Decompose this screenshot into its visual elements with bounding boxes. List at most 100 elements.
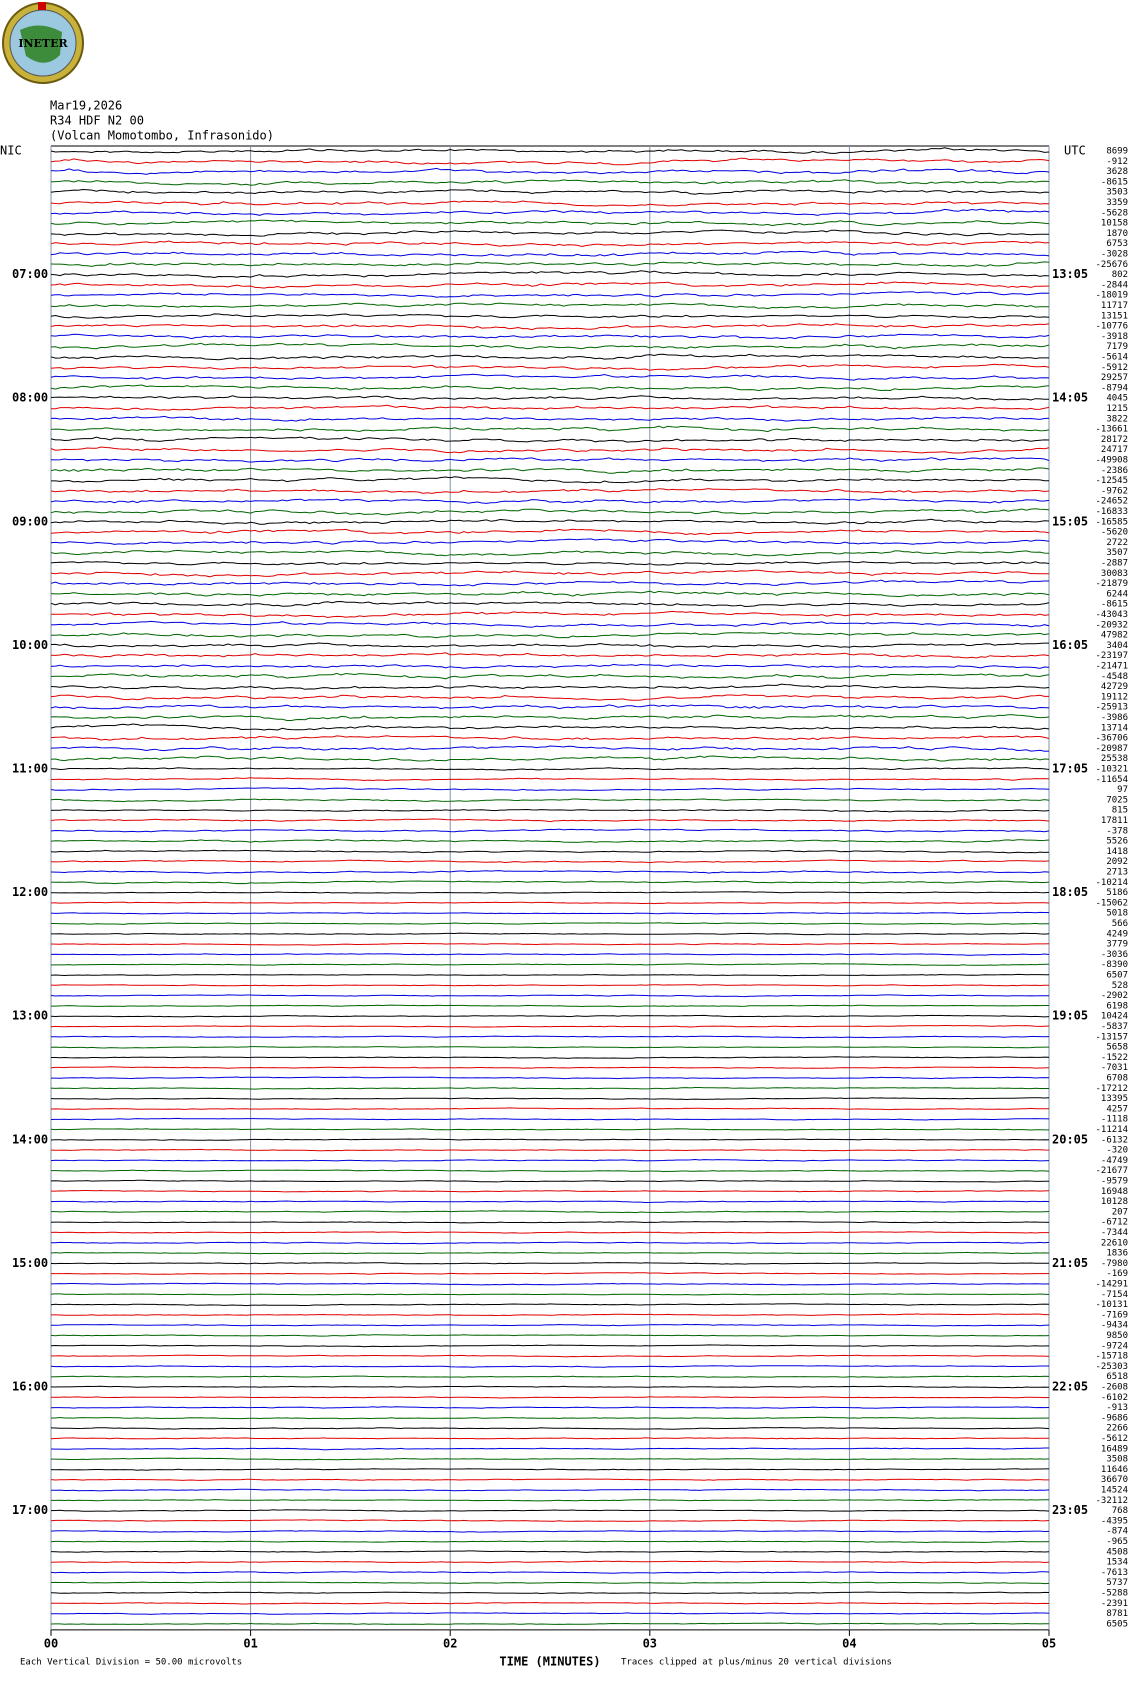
trace xyxy=(50,1282,1050,1286)
trace xyxy=(50,755,1050,762)
trace xyxy=(50,777,1050,782)
left-hour-label: 09:00 xyxy=(12,514,48,528)
offset-label: 802 xyxy=(1112,270,1128,280)
offset-label: -912 xyxy=(1106,157,1128,167)
offset-label: -15718 xyxy=(1095,1352,1128,1362)
right-hour-label: 13:05 xyxy=(1052,267,1088,281)
trace xyxy=(50,1406,1050,1409)
trace xyxy=(50,1158,1050,1162)
trace xyxy=(50,620,1050,628)
trace xyxy=(50,694,1049,701)
trace xyxy=(50,270,1050,279)
trace xyxy=(50,1334,1050,1337)
offset-label: -10776 xyxy=(1095,322,1128,332)
offset-label: 13151 xyxy=(1101,311,1128,321)
trace xyxy=(50,1550,1050,1553)
trace xyxy=(50,839,1050,843)
trace xyxy=(50,1107,1049,1111)
trace xyxy=(50,291,1050,298)
trace xyxy=(50,723,1050,731)
offset-label: 2713 xyxy=(1106,868,1128,878)
trace xyxy=(50,1138,1050,1141)
offset-label: 28172 xyxy=(1101,435,1128,445)
trace xyxy=(50,579,1049,587)
offset-label: 19112 xyxy=(1101,692,1128,702)
offset-label: 3404 xyxy=(1106,641,1128,651)
offset-label: 14524 xyxy=(1101,1486,1128,1496)
trace xyxy=(50,984,1050,987)
x-tick-label: 02 xyxy=(443,1636,457,1650)
offset-label: 97 xyxy=(1117,785,1128,795)
trace xyxy=(50,561,1050,566)
offset-label: 815 xyxy=(1112,806,1128,816)
offset-label: -3028 xyxy=(1101,250,1128,260)
right-hour-label: 18:05 xyxy=(1052,885,1088,899)
trace xyxy=(50,1179,1049,1183)
trace xyxy=(50,798,1050,803)
offset-label: 11646 xyxy=(1101,1465,1128,1475)
trace xyxy=(50,1468,1049,1471)
trace xyxy=(51,901,1050,905)
offset-label: 25538 xyxy=(1101,754,1128,764)
offset-label: 6244 xyxy=(1106,589,1128,599)
offset-label: -18019 xyxy=(1095,291,1128,301)
offset-label: -20987 xyxy=(1095,744,1128,754)
trace xyxy=(50,1128,1049,1131)
offset-label: -15062 xyxy=(1095,898,1128,908)
offset-label: -5837 xyxy=(1101,1022,1128,1032)
left-hour-label: 10:00 xyxy=(12,638,48,652)
offset-label: -9434 xyxy=(1101,1321,1128,1331)
offset-label: 6198 xyxy=(1106,1001,1128,1011)
offset-label: -21471 xyxy=(1095,662,1128,672)
offset-label: -24652 xyxy=(1095,497,1128,507)
trace xyxy=(50,250,1050,257)
offset-label: -3036 xyxy=(1101,950,1128,960)
location: (Volcan Momotombo, Infrasonido) xyxy=(50,129,274,143)
trace xyxy=(50,1014,1050,1018)
trace xyxy=(50,714,1050,721)
right-hour-label: 22:05 xyxy=(1052,1380,1088,1394)
left-hour-label: 08:00 xyxy=(12,391,48,405)
trace xyxy=(50,333,1050,340)
offset-label: 1418 xyxy=(1106,847,1128,857)
trace xyxy=(51,1210,1050,1214)
offset-label: 10158 xyxy=(1101,219,1128,229)
right-hour-label: 23:05 xyxy=(1052,1503,1088,1517)
offset-label: 8781 xyxy=(1106,1609,1128,1619)
offset-label: -3986 xyxy=(1101,713,1128,723)
offset-label: -23197 xyxy=(1095,651,1128,661)
left-hour-label: 07:00 xyxy=(12,267,48,281)
offset-label: -5628 xyxy=(1101,208,1128,218)
offset-label: 566 xyxy=(1112,919,1128,929)
left-hour-label: 11:00 xyxy=(12,762,48,776)
offset-label: -8615 xyxy=(1101,177,1128,187)
offset-label: -3918 xyxy=(1101,332,1128,342)
offset-label: -8390 xyxy=(1101,960,1128,970)
trace xyxy=(51,1189,1050,1193)
offset-label: 5658 xyxy=(1106,1043,1128,1053)
offset-label: 3508 xyxy=(1106,1455,1128,1465)
offset-label: 24717 xyxy=(1101,445,1128,455)
offset-label: -2887 xyxy=(1101,559,1128,569)
trace xyxy=(50,1303,1050,1307)
offset-label: 2722 xyxy=(1106,538,1128,548)
offset-label: 5737 xyxy=(1106,1578,1128,1588)
offset-label: 9850 xyxy=(1106,1331,1128,1341)
trace xyxy=(50,828,1050,833)
offset-label: -7613 xyxy=(1101,1568,1128,1578)
offset-label: 6505 xyxy=(1106,1619,1128,1629)
right-hour-label: 21:05 xyxy=(1052,1256,1088,1270)
offset-label: 2092 xyxy=(1106,857,1128,867)
offset-label: 768 xyxy=(1112,1506,1128,1516)
trace xyxy=(50,590,1050,598)
offset-label: 29257 xyxy=(1101,373,1128,383)
offset-label: -43043 xyxy=(1095,610,1128,620)
trace xyxy=(50,859,1050,864)
offset-label: -913 xyxy=(1106,1403,1128,1413)
trace xyxy=(50,1385,1050,1389)
offset-label: -14291 xyxy=(1095,1280,1128,1290)
offset-label: -10214 xyxy=(1095,878,1128,888)
offset-label: 17811 xyxy=(1101,816,1128,826)
x-tick-label: 03 xyxy=(643,1636,657,1650)
offset-label: -5912 xyxy=(1101,363,1128,373)
